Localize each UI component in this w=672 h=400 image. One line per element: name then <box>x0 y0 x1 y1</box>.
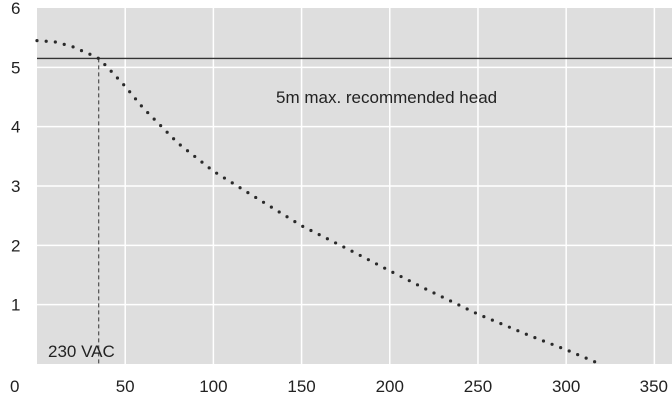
curve-point <box>584 356 588 360</box>
curve-point <box>103 62 107 67</box>
curve-point <box>499 322 503 326</box>
curve-point <box>366 258 370 262</box>
curve-point <box>593 360 597 364</box>
curve-point <box>559 346 563 350</box>
curve-point <box>490 318 494 322</box>
curve-point <box>79 48 84 53</box>
curve-point <box>215 171 219 175</box>
curve-point <box>342 245 346 249</box>
curve-point <box>407 279 411 283</box>
curve-point <box>207 166 211 170</box>
curve-point <box>222 176 227 180</box>
curve-point <box>128 90 132 94</box>
x-tick-label: 300 <box>552 377 580 396</box>
curve-point <box>133 97 138 101</box>
curve-point <box>333 241 338 245</box>
x-tick-label: 350 <box>640 377 668 396</box>
tick-labels: 0 50 100 150 200 250 300 350 1 2 3 4 5 6 <box>10 0 668 396</box>
curve-point <box>277 210 281 214</box>
curve-point <box>507 325 511 329</box>
x-tick-label: 50 <box>116 377 135 396</box>
curve-point <box>399 274 403 279</box>
curve-point <box>159 124 163 128</box>
curve-point <box>139 104 143 108</box>
curve-point <box>146 110 150 115</box>
x-tick-label: 150 <box>287 377 315 396</box>
y-tick-label: 3 <box>11 177 20 196</box>
y-tick-label: 1 <box>11 296 20 315</box>
curve-point <box>193 154 197 159</box>
curve-point <box>415 283 420 287</box>
curve-point <box>465 307 469 311</box>
curve-point <box>383 266 387 270</box>
curve-point <box>576 352 580 357</box>
curve-point <box>96 56 100 60</box>
curve-point <box>448 299 453 303</box>
curve-point <box>432 291 436 295</box>
curve-point <box>533 336 537 340</box>
curve-point <box>567 349 571 353</box>
curve-point <box>301 224 305 228</box>
x-tick-label: 0 <box>10 377 19 396</box>
curve-point <box>261 200 266 204</box>
x-tick-label: 250 <box>464 377 492 396</box>
y-tick-label: 5 <box>11 58 20 77</box>
y-tick-label: 2 <box>11 236 20 255</box>
curve-point <box>44 39 48 43</box>
curve-point <box>541 339 546 343</box>
curve-point <box>35 39 39 43</box>
x-tick-label: 200 <box>376 377 404 396</box>
reference-lines <box>37 57 672 364</box>
curve-point <box>238 186 242 190</box>
curve-point <box>230 181 234 185</box>
curve-point <box>309 228 313 233</box>
curve-point <box>185 149 190 153</box>
voltage-label: 230 VAC <box>48 342 115 361</box>
curve-point <box>457 303 461 307</box>
curve-point <box>246 191 250 195</box>
curve-point <box>152 117 156 121</box>
pump-curve <box>35 39 597 364</box>
curve-point <box>391 270 395 274</box>
y-tick-label: 4 <box>11 118 20 137</box>
curve-point <box>122 83 126 87</box>
curve-point <box>71 45 75 49</box>
curve-point <box>62 42 66 46</box>
curve-point <box>178 143 182 147</box>
curve-point <box>88 52 92 56</box>
curve-point <box>317 233 321 237</box>
curve-point <box>424 287 428 291</box>
curve-point <box>473 311 478 315</box>
grid-lines <box>37 8 672 364</box>
curve-point <box>254 195 258 200</box>
max-head-label: 5m max. recommended head <box>276 88 497 107</box>
curve-point <box>165 130 169 134</box>
curve-point <box>550 342 554 346</box>
annotations: 5m max. recommended head 230 VAC <box>48 88 497 361</box>
curve-point <box>440 295 444 299</box>
curve-point <box>293 220 297 224</box>
curve-point <box>269 205 273 209</box>
curve-point <box>285 215 289 219</box>
curve-point <box>516 329 520 333</box>
y-tick-label: 6 <box>11 0 20 18</box>
curve-point <box>53 40 57 44</box>
curve-point <box>109 69 113 73</box>
curve-point <box>325 237 329 241</box>
curve-point <box>524 332 528 336</box>
curve-point <box>374 262 379 266</box>
curve-point <box>171 137 176 141</box>
x-tick-label: 100 <box>199 377 227 396</box>
curve-point <box>482 315 486 319</box>
curve-point <box>200 160 204 164</box>
curve-point <box>350 249 354 253</box>
curve-point <box>115 76 120 80</box>
curve-point <box>358 253 362 258</box>
